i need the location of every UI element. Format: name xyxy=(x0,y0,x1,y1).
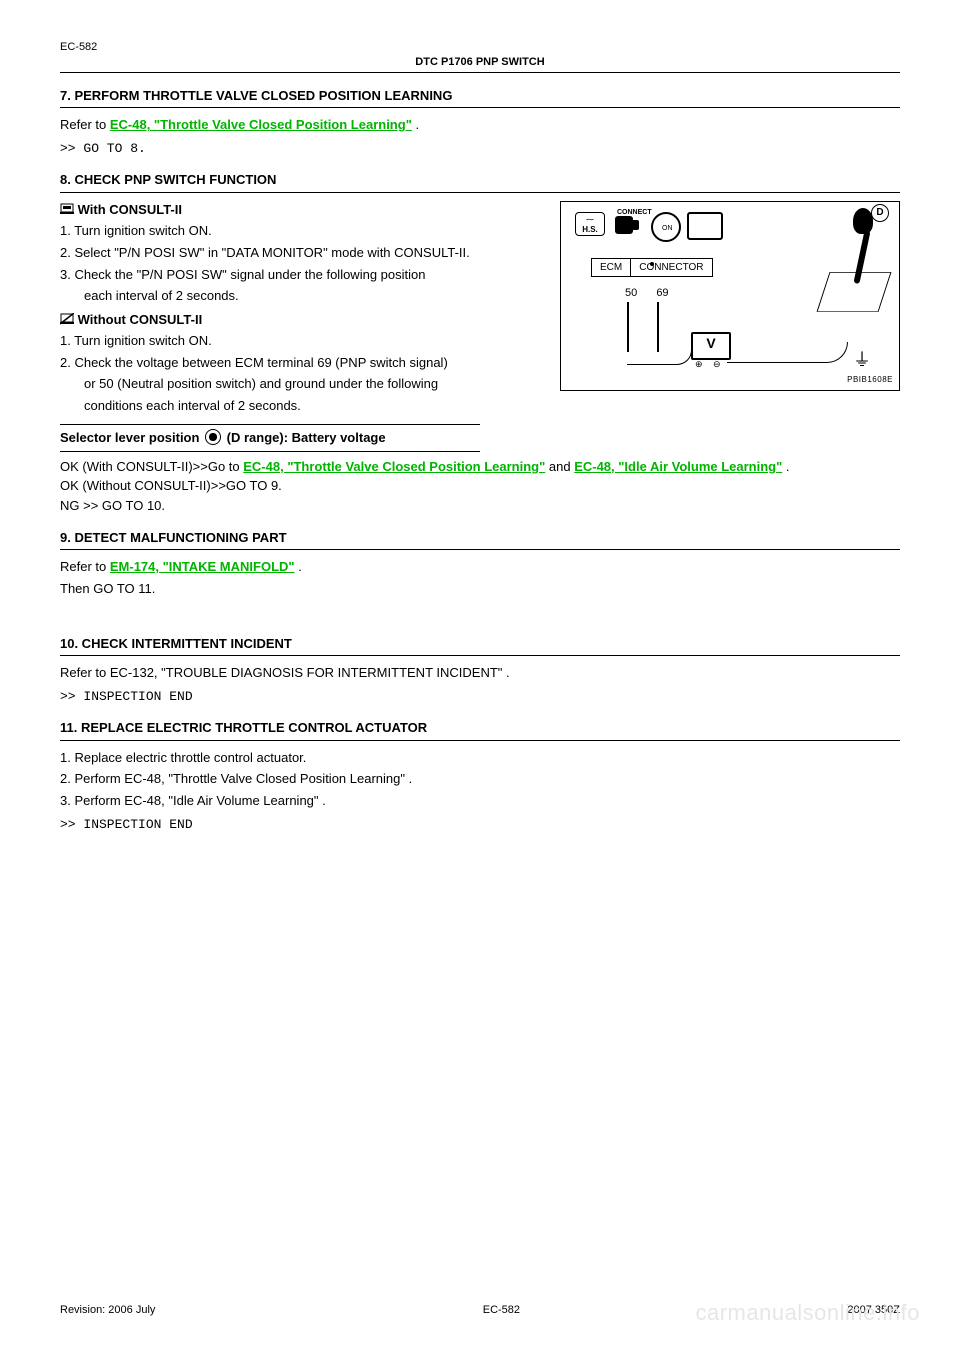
ecm-text: ECM xyxy=(592,259,631,277)
step7-goto: >> GO TO 8. xyxy=(60,140,900,158)
ignition-on-icon xyxy=(651,212,681,242)
consult-icon xyxy=(60,203,74,215)
step9-body: Refer to EM-174, "INTAKE MANIFOLD" . xyxy=(60,558,900,576)
ground-icon: ⏚ xyxy=(853,348,871,372)
w-line2c: conditions each interval of 2 seconds. xyxy=(84,397,900,415)
voltmeter-icon: V xyxy=(691,332,731,360)
step8-title: 8. CHECK PNP SWITCH FUNCTION xyxy=(60,171,900,189)
rule xyxy=(60,192,900,193)
step9-then: Then GO TO 11. xyxy=(60,580,900,598)
link-idle-air-learning[interactable]: EC-48, "Idle Air Volume Learning" xyxy=(574,459,782,474)
pin-50: 50 xyxy=(625,287,637,299)
hs-icon: ⁓ H.S. xyxy=(575,212,605,236)
header-rule xyxy=(60,72,900,73)
ng-result: NG >> GO TO 10. xyxy=(60,497,900,515)
ecm-dot xyxy=(650,262,654,266)
page-ref: EC-582 xyxy=(60,40,97,55)
spec-text-b: (D range): Battery voltage xyxy=(227,430,386,445)
step10-body: Refer to EC-132, "TROUBLE DIAGNOSIS FOR … xyxy=(60,664,900,682)
text: Refer to xyxy=(60,559,110,574)
ok-with-consult: OK (With CONSULT-II)>>Go to EC-48, "Thro… xyxy=(60,458,900,476)
goto-8: >> GO TO 8. xyxy=(60,140,900,158)
probe-wire-2 xyxy=(657,302,659,352)
d-range-icon xyxy=(203,430,223,445)
link-throttle-learning-2[interactable]: EC-48, "Throttle Valve Closed Position L… xyxy=(243,459,545,474)
voltmeter-polarity: ⊕ ⊖ xyxy=(695,358,725,370)
step11-title: 11. REPLACE ELECTRIC THROTTLE CONTROL AC… xyxy=(60,719,900,737)
no-consult-icon xyxy=(60,313,74,325)
without-consult-title: Without CONSULT-II xyxy=(78,312,203,327)
rule xyxy=(60,740,900,741)
rule xyxy=(60,549,900,550)
link-throttle-learning[interactable]: EC-48, "Throttle Valve Closed Position L… xyxy=(110,117,412,132)
shifter-d-badge: D xyxy=(871,204,889,222)
wire-curve-right xyxy=(727,342,848,363)
step8-results: OK (With CONSULT-II)>>Go to EC-48, "Thro… xyxy=(60,458,900,515)
text: . xyxy=(415,117,419,132)
link-intake-manifold[interactable]: EM-174, "INTAKE MANIFOLD" xyxy=(110,559,295,574)
text: . xyxy=(298,559,302,574)
header-row: EC-582 xyxy=(60,40,900,55)
engine-icon xyxy=(687,212,723,240)
s11-l2: 2. Perform EC-48, "Throttle Valve Closed… xyxy=(60,770,900,788)
step10-end: >> INSPECTION END xyxy=(60,688,900,706)
shifter-knob xyxy=(853,208,873,234)
step11-end: >> INSPECTION END xyxy=(60,816,900,834)
probe-wire-1 xyxy=(627,302,629,352)
footer-revision: Revision: 2006 July xyxy=(60,1303,155,1318)
hs-label: H.S. xyxy=(576,225,604,235)
step10-title: 10. CHECK INTERMITTENT INCIDENT xyxy=(60,635,900,653)
shifter-icon: D xyxy=(815,208,885,318)
inspection-end-1: >> INSPECTION END xyxy=(60,688,900,706)
step7-body: Refer to EC-48, "Throttle Valve Closed P… xyxy=(60,116,900,134)
step9-title: 9. DETECT MALFUNCTIONING PART xyxy=(60,529,900,547)
text: . xyxy=(786,459,790,474)
connector-text: CONNECTOR xyxy=(631,259,711,277)
probe-labels: 50 69 xyxy=(617,286,677,301)
connector-icon xyxy=(615,216,633,234)
diagram-ref: PBIB1608E xyxy=(847,375,893,386)
text: Refer to xyxy=(60,117,110,132)
voltage-spec: Selector lever position (D range): Batte… xyxy=(60,424,480,452)
rule xyxy=(60,655,900,656)
ok-without-consult: OK (Without CONSULT-II)>>GO TO 9. xyxy=(60,477,900,495)
pin-69: 69 xyxy=(656,287,668,299)
spec-text-a: Selector lever position xyxy=(60,430,203,445)
with-consult-title: With CONSULT-II xyxy=(78,202,182,217)
page-title: DTC P1706 PNP SWITCH xyxy=(60,55,900,70)
ecm-connector-label: ECM CONNECTOR xyxy=(591,258,713,278)
s11-l1: 1. Replace electric throttle control act… xyxy=(60,749,900,767)
rule xyxy=(60,107,900,108)
wire-curve-left xyxy=(627,350,692,365)
footer-pageref: EC-582 xyxy=(483,1303,520,1318)
inspection-end-2: >> INSPECTION END xyxy=(60,816,900,834)
step7-title: 7. PERFORM THROTTLE VALVE CLOSED POSITIO… xyxy=(60,87,900,105)
text: and xyxy=(549,459,574,474)
watermark: carmanualsonline.info xyxy=(695,1298,920,1328)
hs-wave: ⁓ xyxy=(576,215,604,225)
wiring-diagram: ⁓ H.S. CONNECT D ECM CONNECTOR 50 69 V ⊕… xyxy=(560,201,900,391)
text: OK (With CONSULT-II)>>Go to xyxy=(60,459,243,474)
s11-l3: 3. Perform EC-48, "Idle Air Volume Learn… xyxy=(60,792,900,810)
